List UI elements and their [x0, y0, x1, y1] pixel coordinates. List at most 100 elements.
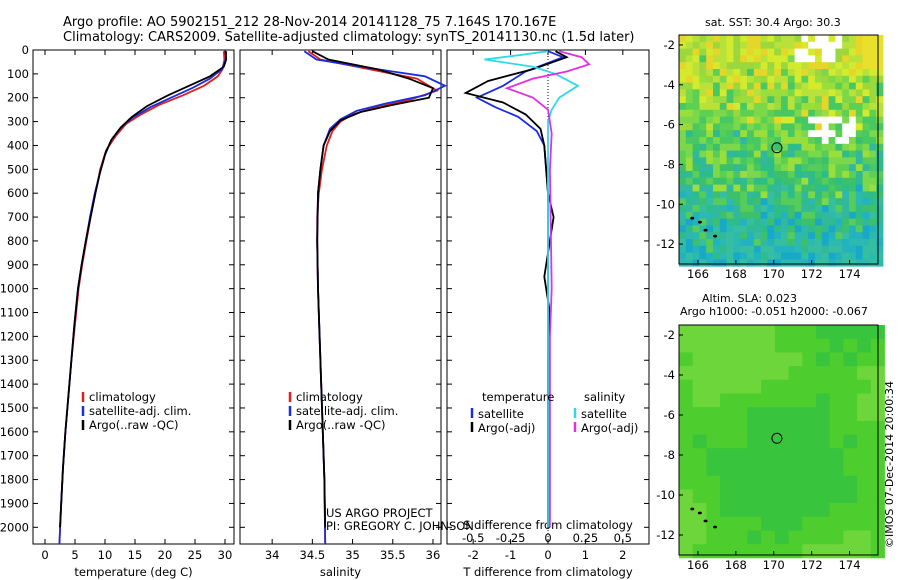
sla-map-ytick-label: -4 — [664, 368, 675, 382]
sst-map-cell — [781, 239, 789, 247]
sst-map-cell — [692, 75, 700, 83]
depth-tick-label: 100 — [7, 67, 29, 81]
sla-map-cell — [747, 516, 762, 531]
sst-map-cell — [692, 225, 700, 233]
sst-map-cell — [767, 35, 775, 43]
sst-map-cell — [801, 245, 809, 253]
sst-map-cell — [808, 35, 816, 43]
sst-map-cell — [801, 259, 809, 267]
sst-map-cell — [821, 211, 829, 219]
sst-map-cell — [713, 89, 721, 97]
sla-map-ytick-label: -8 — [664, 448, 675, 462]
sst-map-cell — [842, 82, 850, 90]
sst-map-cell — [821, 116, 829, 124]
sst-map-cell — [794, 69, 802, 77]
sst-map-cell — [726, 143, 734, 151]
sst-map-cell — [828, 41, 836, 49]
sst-map-cell — [821, 109, 829, 117]
sst-map-cell — [815, 191, 823, 199]
temperature-xtick-label: 5 — [71, 548, 78, 562]
sla-map-cell — [788, 407, 803, 422]
sst-map-cell — [794, 164, 802, 172]
sst-map-cell — [808, 171, 816, 179]
sst-map-cell — [862, 137, 870, 145]
sst-map-cell — [815, 198, 823, 206]
sst-map-cell — [862, 218, 870, 226]
sla-map-cell — [788, 503, 803, 518]
sst-map-cell — [719, 184, 727, 192]
sst-map-cell — [747, 96, 755, 104]
sst-map-cell — [781, 130, 789, 138]
sst-map-cell — [692, 48, 700, 56]
sst-map-cell — [794, 211, 802, 219]
sst-map-cell — [842, 143, 850, 151]
sst-map-cell — [767, 232, 775, 240]
sla-map-cell — [733, 462, 748, 477]
sst-map-cell — [760, 205, 768, 213]
sst-map-cell — [719, 177, 727, 185]
sla-map-cell — [761, 325, 776, 340]
sst-map-cell — [849, 191, 857, 199]
sst-map-cell — [753, 239, 761, 247]
sla-map-cell — [802, 475, 817, 490]
sst-map-cell — [842, 41, 850, 49]
sst-map-cell — [862, 150, 870, 158]
sst-map-cell — [719, 55, 727, 63]
sla-map-cell — [843, 475, 858, 490]
sst-map-cell — [719, 252, 727, 260]
sla-map-cell — [816, 462, 831, 477]
sst-map-cell — [699, 62, 707, 70]
sst-map-cell — [842, 184, 850, 192]
sst-map-cell — [787, 191, 795, 199]
sla-map-cell — [774, 544, 789, 559]
sst-map-cell — [794, 225, 802, 233]
sst-map-cell — [828, 137, 836, 145]
sst-map-cell — [862, 198, 870, 206]
sst-map-cell — [821, 143, 829, 151]
sst-map-cell — [719, 218, 727, 226]
sst-map-cell — [862, 109, 870, 117]
sla-map-cell — [788, 420, 803, 435]
sst-map-cell — [692, 252, 700, 260]
sst-map-cell — [760, 245, 768, 253]
depth-tick-label: 900 — [7, 258, 29, 272]
sst-map-cell — [787, 198, 795, 206]
sst-map-cell — [733, 259, 741, 267]
sst-map-cell — [706, 225, 714, 233]
sla-map-cell — [706, 352, 721, 367]
sst-map-cell — [869, 245, 877, 253]
sst-map-cell — [869, 205, 877, 213]
sla-map-cell — [788, 448, 803, 463]
sst-map-cell — [726, 109, 734, 117]
sst-map-cell — [821, 157, 829, 165]
sst-map-cell — [760, 96, 768, 104]
sst-map-cell — [767, 143, 775, 151]
sst-map-cell — [685, 171, 693, 179]
sst-map-cell — [781, 171, 789, 179]
sla-map-cell — [788, 516, 803, 531]
sla-map-cell — [692, 448, 707, 463]
difference-xtick-label: -1 — [505, 548, 516, 562]
sst-map-cell — [760, 239, 768, 247]
sst-map-cell — [828, 48, 836, 56]
sst-map-cell — [726, 164, 734, 172]
sst-map-cell — [719, 198, 727, 206]
sst-map-cell — [726, 191, 734, 199]
sst-map-cell — [849, 69, 857, 77]
sst-map-cell — [753, 137, 761, 145]
sst-map-cell — [774, 171, 782, 179]
sst-map-cell — [767, 69, 775, 77]
sst-map-cell — [821, 164, 829, 172]
sst-map-cell — [849, 143, 857, 151]
sla-map-cell — [733, 393, 748, 408]
sst-map-cell — [719, 157, 727, 165]
sla-map-cell — [692, 544, 707, 559]
sla-map-cell — [747, 407, 762, 422]
sst-map-cell — [706, 82, 714, 90]
sla-map-cell — [720, 434, 735, 449]
sst-map-cell — [781, 62, 789, 70]
sst-map-cell — [835, 225, 843, 233]
sst-map-cell — [679, 69, 687, 77]
sst-map-cell — [828, 130, 836, 138]
sst-map-cell — [787, 55, 795, 63]
